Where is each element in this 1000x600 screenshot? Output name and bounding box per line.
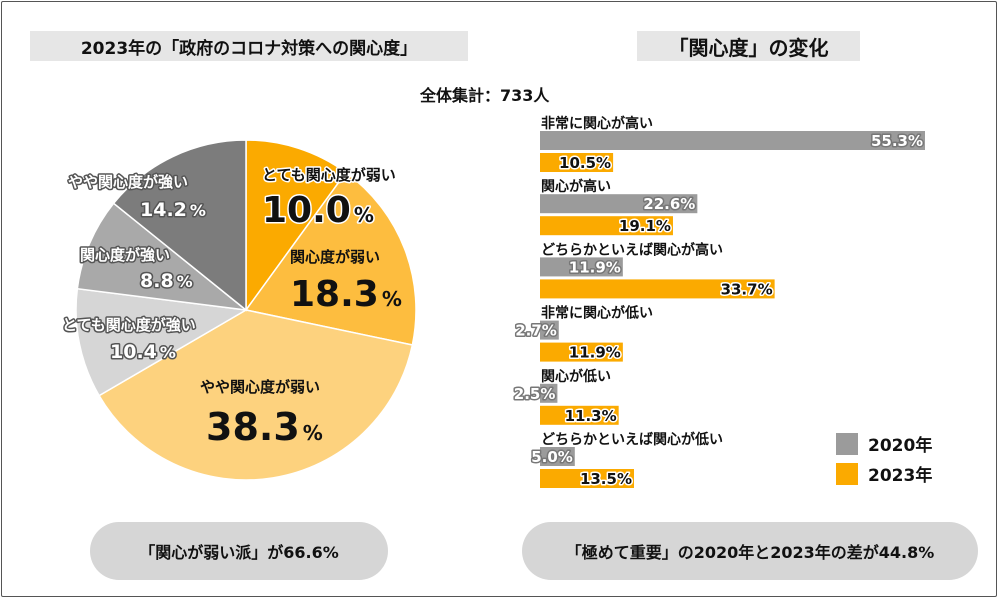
bar-value-label: 22.6%: [643, 195, 695, 213]
bar-2020: [540, 131, 925, 150]
bar-category-label: 関心が高い: [541, 178, 611, 195]
pie-slice-value: 38.3%: [206, 405, 323, 449]
bar-category-label: 非常に関心が高い: [541, 115, 653, 132]
pie-slice-value: 14.2%: [140, 199, 206, 221]
bar-2023: [540, 469, 634, 488]
pie-slice-label: 関心度が強い: [80, 246, 170, 264]
pie-slice: [245, 139, 347, 313]
bar-2020: [540, 447, 575, 466]
pie-slice-label: やや関心度が弱い: [200, 378, 320, 396]
bar-2023: [540, 342, 623, 362]
bar-2020: [540, 383, 558, 403]
bar-2023: [540, 405, 619, 425]
pie-chart-title: 2023年の「政府のコロナ対策への関心度」: [30, 31, 468, 61]
bar-value-label: 2.5%: [514, 385, 556, 403]
bar-value-label: 11.3%: [565, 407, 617, 425]
legend-label-2023: 2023年: [868, 466, 933, 486]
bar-value-label: 5.0%: [531, 448, 573, 466]
bar-chart-title: 「関心度」の変化: [637, 31, 860, 61]
pie-slice-value: 18.3%: [290, 274, 402, 315]
bar-value-label: 10.5%: [559, 154, 611, 172]
bar-value-label: 55.3%: [871, 132, 923, 150]
pie-slice-label: とても関心度が弱い: [262, 166, 396, 184]
total-count-label: 全体集計：733人: [420, 86, 550, 105]
bar-value-label: 13.5%: [580, 470, 632, 488]
legend-swatch-2020: [836, 432, 858, 455]
pie-slice: [112, 139, 247, 312]
pie-slice: [98, 309, 414, 481]
pie-slice: [244, 171, 417, 346]
bar-2020: [540, 320, 559, 340]
bar-category-label: どちらかといえば関心が低い: [541, 431, 723, 448]
legend-2023: 2023年: [836, 461, 932, 486]
bar-2023: [540, 153, 614, 172]
pie-slice-value: 10.0%: [262, 190, 374, 231]
pie-slice-label: やや関心度が強い: [68, 173, 188, 191]
bar-value-label: 2.7%: [515, 322, 557, 340]
pie-slice-value: 8.8%: [140, 270, 193, 292]
bar-value-label: 19.1%: [619, 217, 671, 235]
pie-slice-value: 10.4%: [110, 341, 176, 363]
bar-category-label: 非常に関心が低い: [541, 305, 653, 322]
bar-value-label: 11.9%: [569, 344, 621, 362]
bar-2020: [540, 257, 623, 277]
pie-slice: [76, 202, 249, 312]
pie-slice-label: 関心度が弱い: [290, 248, 380, 266]
pie-slice-label: とても関心度が強い: [62, 316, 196, 334]
bar-2023: [540, 216, 673, 236]
bar-2020: [540, 194, 698, 214]
summary-pill-left: 「関心が弱い派」が66.6%: [90, 522, 388, 580]
legend-swatch-2023: [836, 462, 858, 485]
pie-slice: [75, 287, 249, 397]
bar-value-label: 11.9%: [569, 258, 621, 276]
summary-pill-right: 「極めて重要」の2020年と2023年の差が44.8%: [522, 522, 978, 580]
bar-category-label: どちらかといえば関心が高い: [541, 241, 723, 258]
legend-2020: 2020年: [836, 431, 932, 456]
bar-category-label: 関心が低い: [541, 368, 611, 385]
bar-2023: [540, 279, 775, 299]
legend-label-2020: 2020年: [868, 436, 933, 456]
bar-value-label: 33.7%: [721, 280, 773, 298]
